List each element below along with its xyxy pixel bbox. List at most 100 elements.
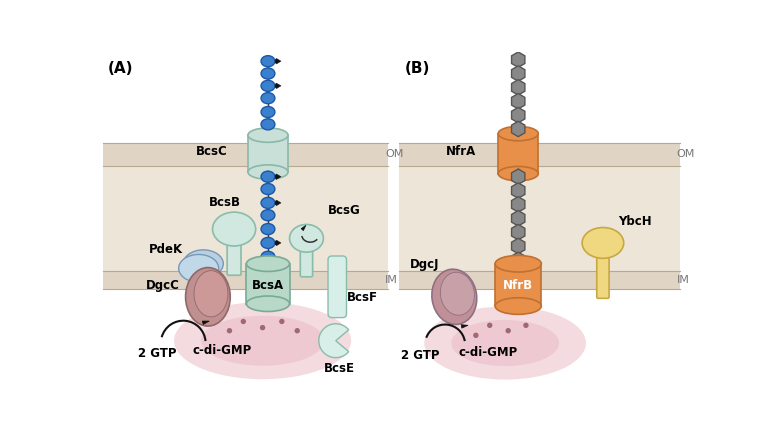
Bar — [103, 143, 388, 166]
Wedge shape — [319, 324, 349, 358]
Polygon shape — [511, 80, 525, 95]
Ellipse shape — [261, 197, 275, 208]
Polygon shape — [275, 83, 281, 89]
Text: NfrB: NfrB — [503, 279, 533, 292]
Circle shape — [295, 328, 300, 333]
Text: c-di-GMP: c-di-GMP — [192, 344, 251, 357]
Polygon shape — [511, 210, 525, 226]
Bar — [103, 271, 388, 289]
Ellipse shape — [248, 165, 288, 179]
Ellipse shape — [247, 256, 289, 271]
Circle shape — [227, 328, 232, 333]
Polygon shape — [511, 94, 525, 109]
Text: BcsE: BcsE — [324, 362, 355, 375]
Ellipse shape — [582, 227, 624, 259]
Bar — [248, 135, 288, 172]
Ellipse shape — [248, 128, 288, 142]
Polygon shape — [202, 321, 209, 324]
Bar — [498, 133, 538, 174]
Ellipse shape — [261, 171, 275, 182]
Polygon shape — [511, 66, 525, 81]
Ellipse shape — [261, 223, 275, 235]
Ellipse shape — [495, 298, 541, 314]
Polygon shape — [511, 238, 525, 254]
Text: DgcC: DgcC — [146, 279, 180, 292]
Polygon shape — [511, 169, 525, 184]
Polygon shape — [511, 52, 525, 68]
Ellipse shape — [179, 255, 218, 282]
Ellipse shape — [261, 93, 275, 104]
Ellipse shape — [194, 271, 228, 317]
Bar — [399, 271, 680, 289]
Polygon shape — [511, 121, 525, 137]
Ellipse shape — [495, 255, 541, 272]
Text: PdeK: PdeK — [149, 243, 183, 256]
Text: (B): (B) — [405, 61, 431, 76]
Polygon shape — [275, 200, 281, 206]
Ellipse shape — [431, 269, 476, 324]
Ellipse shape — [247, 296, 289, 311]
Circle shape — [240, 319, 246, 324]
Polygon shape — [461, 325, 468, 328]
Bar — [247, 264, 289, 304]
Polygon shape — [301, 225, 306, 231]
Text: (A): (A) — [108, 61, 133, 76]
Bar — [495, 264, 541, 306]
FancyBboxPatch shape — [301, 237, 313, 277]
Circle shape — [473, 333, 479, 338]
Circle shape — [260, 325, 266, 330]
Text: YbcH: YbcH — [619, 215, 652, 228]
Polygon shape — [511, 252, 525, 268]
Ellipse shape — [261, 107, 275, 118]
Circle shape — [524, 323, 529, 328]
Polygon shape — [511, 224, 525, 240]
Ellipse shape — [186, 268, 231, 326]
Text: BcsB: BcsB — [209, 196, 240, 209]
Ellipse shape — [498, 126, 538, 141]
Text: BcsG: BcsG — [328, 204, 361, 217]
Ellipse shape — [261, 119, 275, 130]
Ellipse shape — [261, 210, 275, 221]
Polygon shape — [275, 58, 281, 64]
Ellipse shape — [201, 316, 324, 366]
Polygon shape — [511, 107, 525, 123]
Text: OM: OM — [385, 149, 403, 159]
Ellipse shape — [261, 251, 275, 262]
Circle shape — [505, 328, 511, 333]
Ellipse shape — [261, 184, 275, 194]
Ellipse shape — [441, 272, 474, 315]
Circle shape — [279, 319, 285, 324]
Ellipse shape — [261, 56, 275, 67]
Text: IM: IM — [677, 275, 689, 285]
Ellipse shape — [261, 237, 275, 249]
Polygon shape — [511, 183, 525, 198]
Text: BcsA: BcsA — [252, 279, 284, 292]
FancyBboxPatch shape — [597, 241, 609, 298]
Ellipse shape — [425, 307, 586, 380]
Text: BcsC: BcsC — [196, 145, 228, 158]
Text: NfrA: NfrA — [446, 145, 476, 158]
Bar — [399, 143, 680, 166]
Text: OM: OM — [677, 149, 696, 159]
Polygon shape — [511, 197, 525, 212]
Ellipse shape — [183, 250, 223, 278]
Text: 2 GTP: 2 GTP — [401, 349, 440, 362]
FancyBboxPatch shape — [227, 227, 241, 275]
Bar — [103, 166, 388, 271]
Circle shape — [487, 323, 492, 328]
Ellipse shape — [498, 166, 538, 181]
Text: 2 GTP: 2 GTP — [138, 347, 177, 360]
Polygon shape — [275, 174, 281, 179]
FancyBboxPatch shape — [328, 256, 346, 318]
Ellipse shape — [451, 320, 559, 366]
Text: IM: IM — [385, 275, 398, 285]
Ellipse shape — [174, 302, 351, 379]
Ellipse shape — [261, 80, 275, 91]
Ellipse shape — [261, 68, 275, 79]
Bar — [399, 166, 680, 271]
Ellipse shape — [289, 224, 323, 252]
Text: c-di-GMP: c-di-GMP — [459, 346, 517, 359]
Text: BcsF: BcsF — [346, 291, 377, 304]
Polygon shape — [275, 240, 281, 246]
Ellipse shape — [212, 212, 256, 246]
